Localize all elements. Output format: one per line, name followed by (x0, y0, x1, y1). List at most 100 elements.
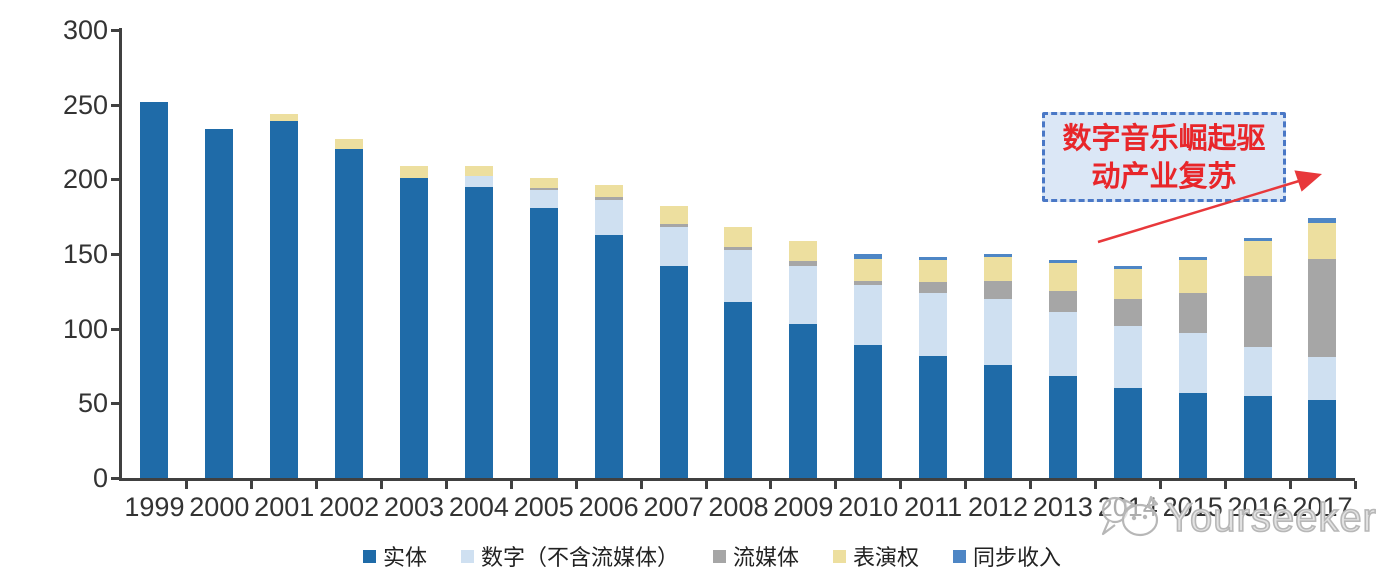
bar-segment (659, 224, 688, 228)
stacked-bar-2001 (270, 113, 299, 478)
x-axis-label: 2013 (1032, 492, 1093, 522)
bar-segment (724, 249, 753, 302)
bar-segment (1113, 388, 1142, 478)
bar-segment (854, 254, 883, 259)
x-axis-tick (1353, 481, 1357, 489)
bar-segment (919, 292, 948, 356)
x-axis-label: 2004 (448, 492, 509, 522)
stacked-bar-2008 (724, 227, 753, 478)
bar-segment (529, 189, 558, 208)
bar-group-2016: 2016 (1225, 30, 1290, 522)
bar-segment (594, 185, 623, 198)
legend-swatch-icon (362, 549, 376, 563)
legend-item: 数字（不含流媒体） (460, 540, 679, 572)
bar-group-1999: 1999 (122, 30, 187, 522)
x-axis-tick (964, 481, 968, 489)
bar-group-2000: 2000 (187, 30, 252, 522)
bar-group-2013: 2013 (1030, 30, 1095, 522)
annotation-text-line1: 数字音乐崛起驱 (1062, 121, 1266, 155)
bar-segment (1243, 346, 1272, 396)
bar-segment (919, 259, 948, 283)
bar-segment (724, 246, 753, 250)
y-axis-label: 50 (77, 388, 108, 419)
bar-segment (1243, 240, 1272, 277)
legend-label: 数字（不含流媒体） (480, 546, 679, 571)
bar-segment (984, 280, 1013, 299)
bar-segment (594, 200, 623, 235)
bar-group-2006: 2006 (576, 30, 641, 522)
bar-segment (1048, 376, 1077, 478)
bar-segment (140, 101, 169, 478)
bar-segment (205, 128, 234, 478)
bar-segment (1178, 260, 1207, 293)
bar-segment (919, 355, 948, 478)
legend-swatch-icon (833, 549, 846, 563)
x-axis-tick (1093, 481, 1097, 489)
stacked-bar-1999 (140, 101, 169, 478)
bar-group-2015: 2015 (1160, 30, 1225, 522)
bar-segment (984, 257, 1013, 281)
stacked-bar-2003 (400, 165, 428, 478)
x-axis-label: 2017 (1292, 492, 1353, 522)
bar-segment (335, 139, 364, 150)
legend-item: 表演权 (833, 540, 919, 572)
bar-segment (1308, 400, 1337, 478)
annotation-callout: 数字音乐崛起驱 动产业复苏 (1042, 112, 1286, 202)
bar-segment (1048, 291, 1077, 313)
x-axis-label: 2000 (189, 492, 250, 522)
bar-segment (724, 227, 753, 247)
y-axis-label: 100 (62, 313, 108, 344)
bar-segment (1178, 292, 1207, 334)
legend-label: 同步收入 (973, 546, 1062, 571)
x-axis-label: 2009 (773, 492, 834, 522)
bar-segment (400, 165, 428, 178)
y-axis-tick (111, 327, 119, 331)
stacked-bar-2004 (464, 165, 493, 478)
legend-swatch-icon (953, 549, 967, 563)
bar-segment (529, 177, 558, 189)
legend-label: 流媒体 (732, 546, 799, 571)
x-axis-label: 2010 (838, 492, 899, 522)
stacked-bar-2009 (789, 240, 818, 478)
stacked-bar-2007 (659, 206, 688, 478)
bar-segment (659, 227, 688, 266)
x-axis-label: 2011 (904, 492, 963, 522)
bar-segment (789, 265, 818, 325)
stacked-bar-2017 (1308, 218, 1337, 478)
y-axis-label: 200 (62, 164, 108, 195)
bars-container: 1999 2000 2001 2002 2003 2004 2005 2006 2007 2008… (122, 30, 1355, 522)
legend-item: 实体 (362, 540, 427, 572)
bar-segment (1308, 357, 1337, 401)
x-axis-tick (185, 481, 189, 489)
bar-segment (1308, 222, 1337, 259)
x-axis-tick (1158, 481, 1162, 489)
bar-group-2003: 2003 (382, 30, 447, 522)
x-axis-tick (444, 481, 448, 489)
x-axis-label: 2006 (578, 492, 639, 522)
bar-group-2007: 2007 (641, 30, 706, 522)
bar-segment (984, 298, 1013, 365)
y-axis-tick (111, 29, 119, 32)
bar-segment (1048, 312, 1077, 377)
bar-segment (854, 285, 883, 346)
bar-segment (919, 257, 948, 260)
bar-segment (659, 265, 688, 478)
bar-segment (1178, 392, 1207, 478)
bar-segment (529, 188, 558, 190)
legend-label: 实体 (382, 546, 427, 571)
x-axis-label: 2007 (643, 492, 704, 522)
stacked-bar-2011 (919, 257, 948, 478)
bar-group-2010: 2010 (836, 30, 901, 522)
x-axis-tick (704, 481, 708, 489)
x-axis-tick (899, 481, 903, 489)
stacked-bar-2000 (205, 128, 234, 478)
bar-segment (594, 234, 623, 478)
stacked-bar-2013 (1048, 260, 1077, 478)
legend-swatch-icon (712, 549, 726, 563)
bar-segment (984, 364, 1013, 478)
bar-segment (1178, 333, 1207, 393)
bar-segment (1243, 395, 1272, 478)
y-axis-tick (111, 477, 119, 480)
stacked-bar-2002 (335, 139, 364, 478)
bar-segment (724, 301, 753, 478)
